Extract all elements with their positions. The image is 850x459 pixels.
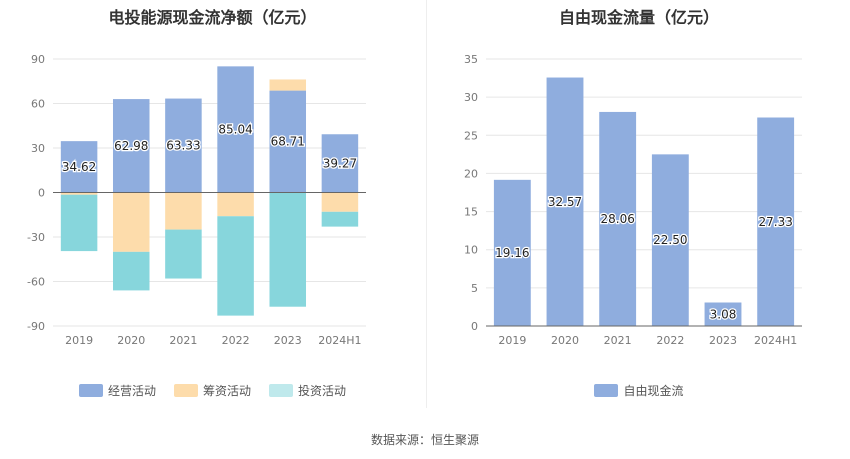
bar-data-label: 34.62: [62, 160, 96, 174]
y-tick-label: 15: [464, 206, 478, 219]
x-tick-label: 2022: [222, 334, 250, 347]
x-tick-label: 2020: [551, 334, 579, 347]
x-tick-label: 2023: [274, 334, 302, 347]
bar-data-label: 85.04: [218, 122, 252, 136]
x-tick-label: 2024H1: [754, 334, 797, 347]
legend-swatch-investing: [269, 384, 293, 397]
y-tick-label: -30: [27, 231, 45, 244]
bar-operating: [165, 98, 202, 193]
bar-fcf: [757, 117, 795, 327]
x-tick-label: 2021: [169, 334, 197, 347]
y-tick-label: 20: [464, 167, 478, 180]
bar-operating: [217, 66, 254, 193]
bar-fcf: [493, 179, 531, 326]
bar-data-label: 3.08: [710, 307, 737, 321]
bar-data-label: 19.16: [495, 246, 529, 260]
fcf-chart-plot: 35 30 25 20 15 10 5 0 19.16 2019 32.57 2020 28.06 202…: [464, 53, 802, 347]
legend-item-operating[interactable]: 经营活动: [78, 382, 156, 399]
y-tick-label: 25: [464, 129, 478, 142]
legend-item-investing[interactable]: 投资活动: [269, 382, 346, 399]
x-tick-label: 2019: [498, 334, 526, 347]
cashflow-chart-title: 电投能源现金流净额（亿元）: [108, 8, 317, 27]
bar-data-label: 68.71: [271, 135, 305, 149]
cashflow-chart-panel: 电投能源现金流净额（亿元） 90 60 30 0 -30 -60 -90 34.62 2019 6…: [0, 0, 425, 420]
bar-data-label: 39.27: [323, 156, 357, 170]
y-tick-label: 30: [31, 142, 45, 155]
legend-item-financing[interactable]: 筹资活动: [173, 382, 251, 399]
x-tick-label: 2023: [709, 334, 737, 347]
bar-financing: [60, 192, 98, 195]
bar-financing: [321, 192, 359, 212]
y-tick-label: 10: [464, 244, 478, 257]
x-tick-label: 2021: [604, 334, 632, 347]
bar-financing: [165, 192, 202, 230]
bar-investing: [112, 251, 150, 291]
bar-fcf: [704, 302, 742, 326]
legend-swatch-financing: [173, 384, 198, 397]
legend-item-fcf[interactable]: 自由现金流: [594, 382, 684, 399]
legend-label-operating: 经营活动: [107, 384, 156, 398]
bar-operating: [321, 134, 359, 193]
legend-label-investing: 投资活动: [298, 384, 347, 398]
bar-fcf: [546, 77, 584, 326]
bar-operating: [269, 90, 307, 193]
bar-investing: [269, 192, 307, 307]
panel-divider: [426, 0, 427, 408]
bar-data-label: 63.33: [166, 139, 200, 153]
cashflow-chart-plot: 90 60 30 0 -30 -60 -90 34.62 2019 62.98 2020 63.33 2…: [27, 53, 366, 347]
y-tick-label: 0: [471, 320, 478, 333]
bar-investing: [165, 229, 202, 279]
y-tick-label: 0: [38, 187, 45, 200]
legend-label-financing: 筹资活动: [202, 384, 251, 398]
fcf-chart-title: 自由现金流量（亿元）: [558, 8, 719, 27]
bar-fcf: [599, 111, 637, 326]
x-tick-label: 2020: [117, 334, 145, 347]
bar-financing: [112, 192, 150, 252]
fcf-chart-panel: 自由现金流量（亿元） 35 30 25 20 15 10 5 0 19.16 2019 32.57 2…: [428, 0, 850, 420]
x-tick-label: 2024H1: [318, 334, 361, 347]
legend-swatch-fcf: [594, 384, 619, 397]
bar-financing: [217, 192, 254, 217]
y-tick-label: 90: [31, 53, 45, 66]
fcf-legend: 自由现金流: [428, 382, 850, 399]
y-tick-label: -90: [27, 320, 45, 333]
cashflow-legend: 经营活动 筹资活动 投资活动: [0, 382, 425, 399]
legend-swatch-operating: [78, 384, 103, 397]
bar-operating: [112, 99, 150, 193]
data-source-note: 数据来源：恒生聚源: [370, 433, 479, 447]
bar-data-label: 27.33: [758, 215, 792, 229]
bar-operating: [60, 141, 98, 193]
bar-fcf: [651, 154, 689, 326]
x-tick-label: 2019: [65, 334, 93, 347]
bar-data-label: 62.98: [114, 139, 148, 153]
x-tick-label: 2022: [656, 334, 684, 347]
bar-financing: [269, 79, 307, 91]
bar-data-label: 22.50: [653, 233, 687, 247]
y-tick-label: 30: [464, 91, 478, 104]
y-tick-label: 35: [464, 53, 478, 66]
bar-investing: [217, 216, 254, 316]
y-tick-label: -60: [27, 276, 45, 289]
y-tick-label: 60: [31, 98, 45, 111]
bar-data-label: 32.57: [548, 195, 582, 209]
bar-investing: [60, 194, 98, 252]
legend-label-fcf: 自由现金流: [623, 384, 684, 398]
bar-data-label: 28.06: [600, 212, 634, 226]
bar-investing: [321, 211, 359, 227]
y-tick-label: 5: [471, 282, 478, 295]
